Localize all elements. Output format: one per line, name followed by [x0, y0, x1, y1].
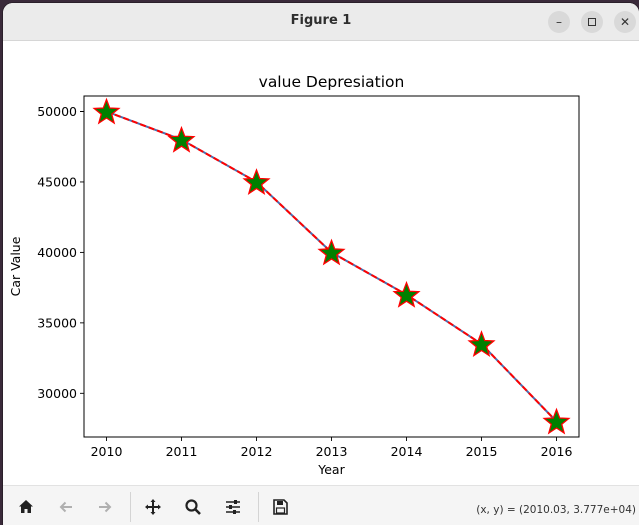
plot-frame [83, 95, 580, 438]
y-tick-label: 50000 [37, 104, 77, 119]
minimize-icon: – [556, 15, 562, 29]
save-disk-icon [273, 499, 288, 515]
series-line [106, 110, 558, 423]
home-button[interactable] [13, 496, 39, 518]
forward-button[interactable] [92, 496, 118, 518]
back-arrow-icon [59, 501, 72, 513]
close-button[interactable]: ✕ [614, 11, 636, 33]
x-tick-label: 2016 [541, 444, 573, 459]
y-axis-label: Car Value [8, 236, 23, 296]
pan-move-icon [145, 499, 161, 515]
close-icon: ✕ [619, 15, 631, 29]
x-tick-label: 2014 [391, 444, 423, 459]
line-chart: value Depresiation 2010 2011 2012 2013 2014 20… [8, 73, 580, 477]
configure-subplots-button[interactable] [220, 496, 246, 518]
figure-window: Figure 1 – ✕ value Depresiation 2010 2011 2… [3, 3, 639, 525]
navigation-toolbar: (x, y) = (2010.03, 3.777e+04) [3, 485, 639, 525]
maximize-button[interactable] [581, 11, 603, 33]
data-point-star [542, 407, 571, 435]
data-point-star [242, 168, 271, 195]
back-button[interactable] [53, 496, 79, 518]
maximize-icon [588, 18, 596, 26]
x-tick-label: 2015 [466, 444, 498, 459]
figure-canvas[interactable]: value Depresiation 2010 2011 2012 2013 2014 20… [3, 41, 639, 484]
y-tick-label: 45000 [37, 174, 77, 189]
title-bar[interactable]: Figure 1 – ✕ [3, 3, 639, 41]
pan-button[interactable] [140, 496, 166, 518]
x-tick-label: 2011 [166, 444, 198, 459]
save-button[interactable] [267, 496, 293, 518]
data-point-star [167, 125, 196, 153]
minimize-button[interactable]: – [548, 11, 570, 33]
x-tick-label: 2012 [241, 444, 273, 459]
zoom-button[interactable] [180, 496, 206, 518]
forward-arrow-icon [99, 501, 112, 513]
data-point-star [92, 97, 121, 125]
zoom-magnifier-icon [185, 499, 201, 515]
x-axis-label: Year [317, 462, 345, 477]
cursor-coordinates: (x, y) = (2010.03, 3.777e+04) [476, 504, 636, 516]
configure-subplots-icon [226, 500, 240, 514]
chart-title: value Depresiation [259, 73, 405, 91]
x-tick-label: 2010 [91, 444, 123, 459]
series-line-base [106, 110, 558, 423]
toolbar-separator [258, 492, 259, 522]
y-tick-label: 35000 [37, 315, 77, 330]
home-icon [19, 500, 33, 513]
window-title: Figure 1 [290, 13, 352, 28]
data-point-star [392, 280, 421, 308]
y-tick-label: 40000 [37, 245, 77, 260]
x-tick-label: 2013 [316, 444, 348, 459]
data-point-star [467, 330, 496, 358]
y-tick-label: 30000 [37, 386, 77, 401]
toolbar-separator [130, 492, 131, 522]
data-point-star [317, 238, 346, 266]
